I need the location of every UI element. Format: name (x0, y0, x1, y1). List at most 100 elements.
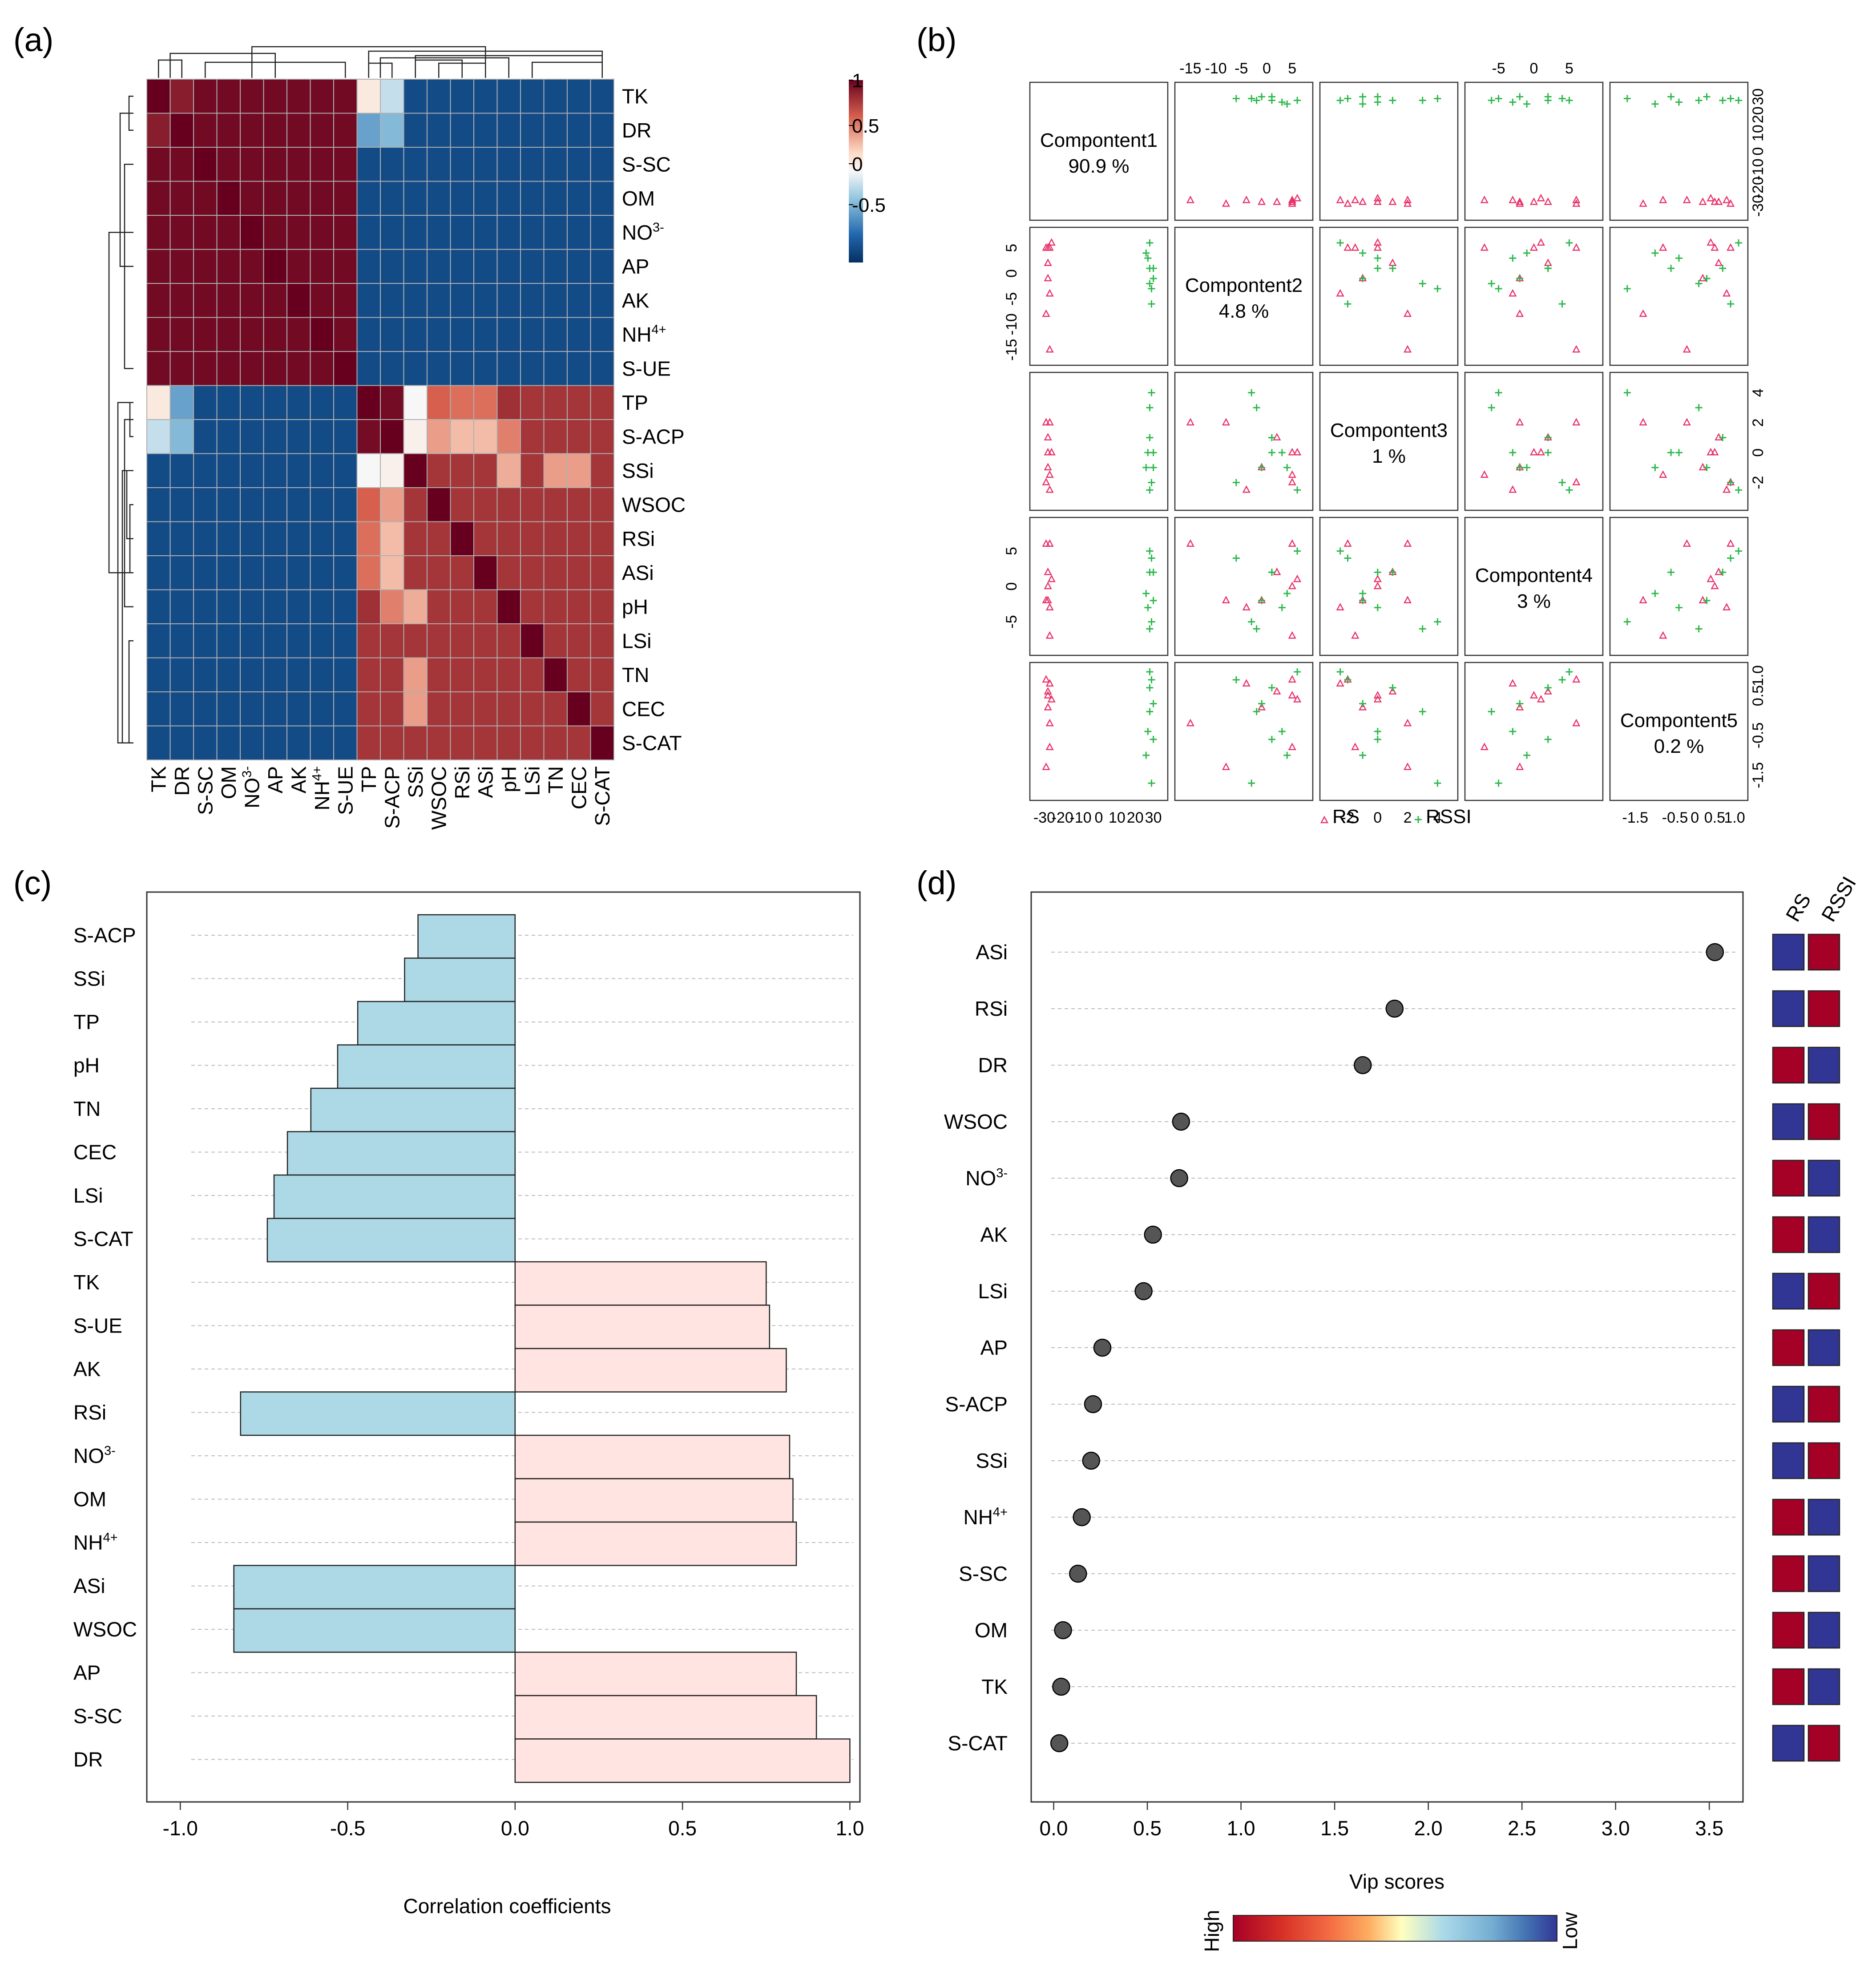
heatmap-cell (543, 691, 568, 727)
heatmap-cell (427, 147, 451, 182)
rssi-point (1278, 98, 1286, 106)
rssi-point (1359, 249, 1367, 257)
x-tick-label: 1.5 (1320, 1817, 1349, 1840)
heatmap-cell (427, 623, 451, 658)
rssi-level-square (1807, 1442, 1840, 1479)
heatmap-cell (380, 657, 404, 692)
rs-point (1403, 719, 1412, 727)
rs-point (1516, 418, 1524, 426)
x-tick-label: 3.5 (1695, 1817, 1723, 1840)
vip-point (1172, 1112, 1190, 1131)
heatmap-cell (193, 147, 218, 182)
rs-point (1045, 470, 1054, 478)
heatmap-cell (286, 623, 311, 658)
heatmap-cell (403, 657, 428, 692)
heatmap-cell (590, 385, 614, 420)
heatmap-cell (567, 657, 591, 692)
heatmap-cell (193, 351, 218, 386)
heatmap-cell (356, 623, 381, 658)
rssi-point (1719, 569, 1727, 576)
heatmap-cell (216, 657, 241, 692)
category-label: TP (73, 1010, 100, 1034)
rs-point (1373, 194, 1382, 202)
category-label: TN (73, 1097, 101, 1120)
heatmap-cell (450, 623, 474, 658)
heatmap-cell (240, 249, 264, 284)
rs-point (1659, 631, 1667, 639)
heatmap-cell (310, 521, 334, 556)
rssi-point (1419, 708, 1426, 715)
heatmap-cell (146, 555, 171, 590)
rs-point (1639, 596, 1647, 604)
x-tick-label: 0.0 (1040, 1817, 1068, 1840)
rssi-point (1667, 93, 1675, 101)
category-label: RSi (975, 997, 1008, 1020)
rssi-point (1148, 479, 1155, 486)
heatmap-cell (333, 249, 358, 284)
rs-point (1288, 448, 1296, 456)
heatmap-cell (567, 521, 591, 556)
rs-point (1045, 743, 1054, 750)
rssi-point (1675, 604, 1682, 611)
heatmap-cell (567, 453, 591, 488)
panel-label-b: (b) (916, 21, 956, 58)
rssi-point (1565, 486, 1573, 494)
rs-point (1273, 432, 1281, 440)
vip-point (1706, 943, 1724, 961)
heatmap-cell (310, 657, 334, 692)
rssi-level-square (1807, 1329, 1840, 1366)
heatmap-cell (450, 147, 474, 182)
heatmap-row-label: TN (622, 663, 649, 687)
vip-point (1134, 1282, 1153, 1301)
correlation-bar (417, 914, 516, 959)
rs-point (1351, 743, 1360, 750)
rssi-point (1268, 93, 1275, 101)
heatmap-row-label: S-SC (622, 153, 671, 176)
heatmap-cell (380, 623, 404, 658)
pairs-right-tick: -20 (1750, 177, 1767, 198)
heatmap-cell (216, 521, 241, 556)
rssi-point (1268, 434, 1275, 441)
rs-point (1336, 679, 1344, 687)
rs-level-square (1772, 1555, 1805, 1592)
rssi-point (1146, 668, 1154, 675)
heatmap-cell (403, 351, 428, 386)
heatmap-cell (403, 215, 428, 250)
group-label-rssi: RSSI (1817, 872, 1861, 925)
panel-label-c: (c) (13, 864, 52, 901)
heatmap-cell (496, 385, 521, 420)
heatmap-cell (169, 215, 194, 250)
heatmap-cell (240, 453, 264, 488)
heatmap-cell (567, 487, 591, 522)
heatmap-cell (403, 181, 428, 216)
row-dendrogram-branch (119, 113, 133, 267)
heatmap-cell (193, 555, 218, 590)
rssi-point (1389, 684, 1396, 691)
heatmap-cell (567, 215, 591, 250)
rs-point (1572, 345, 1581, 353)
heatmap-cell (263, 215, 287, 250)
heatmap-cell (356, 79, 381, 114)
heatmap-cell (567, 555, 591, 590)
rs-point (1222, 596, 1230, 604)
heatmap-cell (496, 351, 521, 386)
pairs-plot-cell (1029, 372, 1169, 511)
heatmap-cell (543, 623, 568, 658)
heatmap-cell (450, 113, 474, 148)
heatmap-cell (263, 419, 287, 454)
pairs-right-tick: -2 (1750, 476, 1767, 489)
rs-point (1042, 309, 1050, 317)
heatmap-cell (473, 657, 498, 692)
rssi-point (1146, 708, 1154, 715)
rssi-point (1374, 254, 1381, 262)
heatmap-cell (380, 453, 404, 488)
heatmap-cell (567, 691, 591, 727)
heatmap-cell (263, 589, 287, 624)
x-tick-label: 0.5 (1133, 1817, 1162, 1840)
category-label: S-SC (959, 1562, 1008, 1585)
rs-level-square (1772, 1498, 1805, 1536)
heatmap-cell (193, 487, 218, 522)
rssi-point (1336, 547, 1344, 555)
pairs-bottom-tick: -0.5 (1662, 809, 1688, 826)
heatmap-cell (286, 555, 311, 590)
